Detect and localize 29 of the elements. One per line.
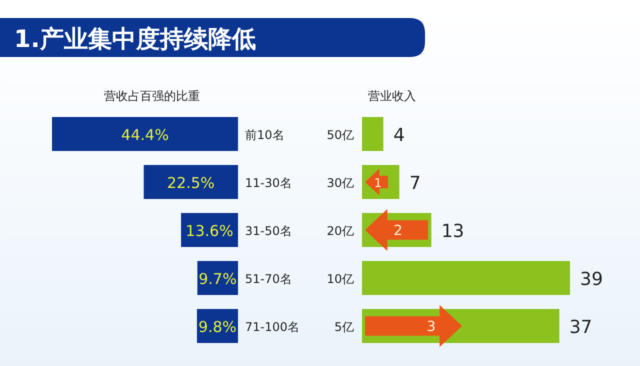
annotation: 2 bbox=[394, 223, 402, 239]
arrow-icon: 1 bbox=[365, 168, 388, 196]
data-label: 39 bbox=[580, 269, 603, 290]
data-label: 4 bbox=[393, 125, 405, 146]
y-tick-label: 51-70名 bbox=[245, 272, 292, 286]
annotation: 3 bbox=[426, 319, 436, 335]
y-tick-label: 20亿 bbox=[326, 224, 354, 238]
chart-title: 1.产业集中度持续降低 bbox=[14, 25, 256, 53]
data-label: 9.7% bbox=[198, 270, 237, 288]
data-label: 13 bbox=[441, 221, 464, 242]
data-label: 22.5% bbox=[167, 174, 215, 192]
y-tick-label: 31-50名 bbox=[245, 224, 292, 238]
y-tick-label: 71-100名 bbox=[245, 320, 300, 334]
data-label: 37 bbox=[569, 317, 592, 338]
data-label: 7 bbox=[409, 173, 421, 194]
y-tick-label: 前10名 bbox=[245, 128, 284, 142]
chart-subtitle: 营收占百强的比重 bbox=[104, 89, 200, 103]
y-tick-label: 11-30名 bbox=[245, 176, 292, 190]
y-tick-label: 10亿 bbox=[326, 272, 354, 286]
data-label: 9.8% bbox=[198, 318, 237, 336]
arrow-icon: 2 bbox=[365, 209, 428, 251]
y-tick-label: 30亿 bbox=[326, 176, 354, 190]
y-tick-label: 5亿 bbox=[334, 320, 354, 334]
data-label: 44.4% bbox=[121, 126, 169, 144]
data-label: 13.6% bbox=[186, 222, 234, 240]
arrow-icon: 3 bbox=[365, 305, 462, 347]
annotation: 1 bbox=[374, 176, 382, 190]
chart-title: 营业收入 bbox=[368, 89, 416, 103]
y-tick-label: 50亿 bbox=[326, 128, 354, 142]
